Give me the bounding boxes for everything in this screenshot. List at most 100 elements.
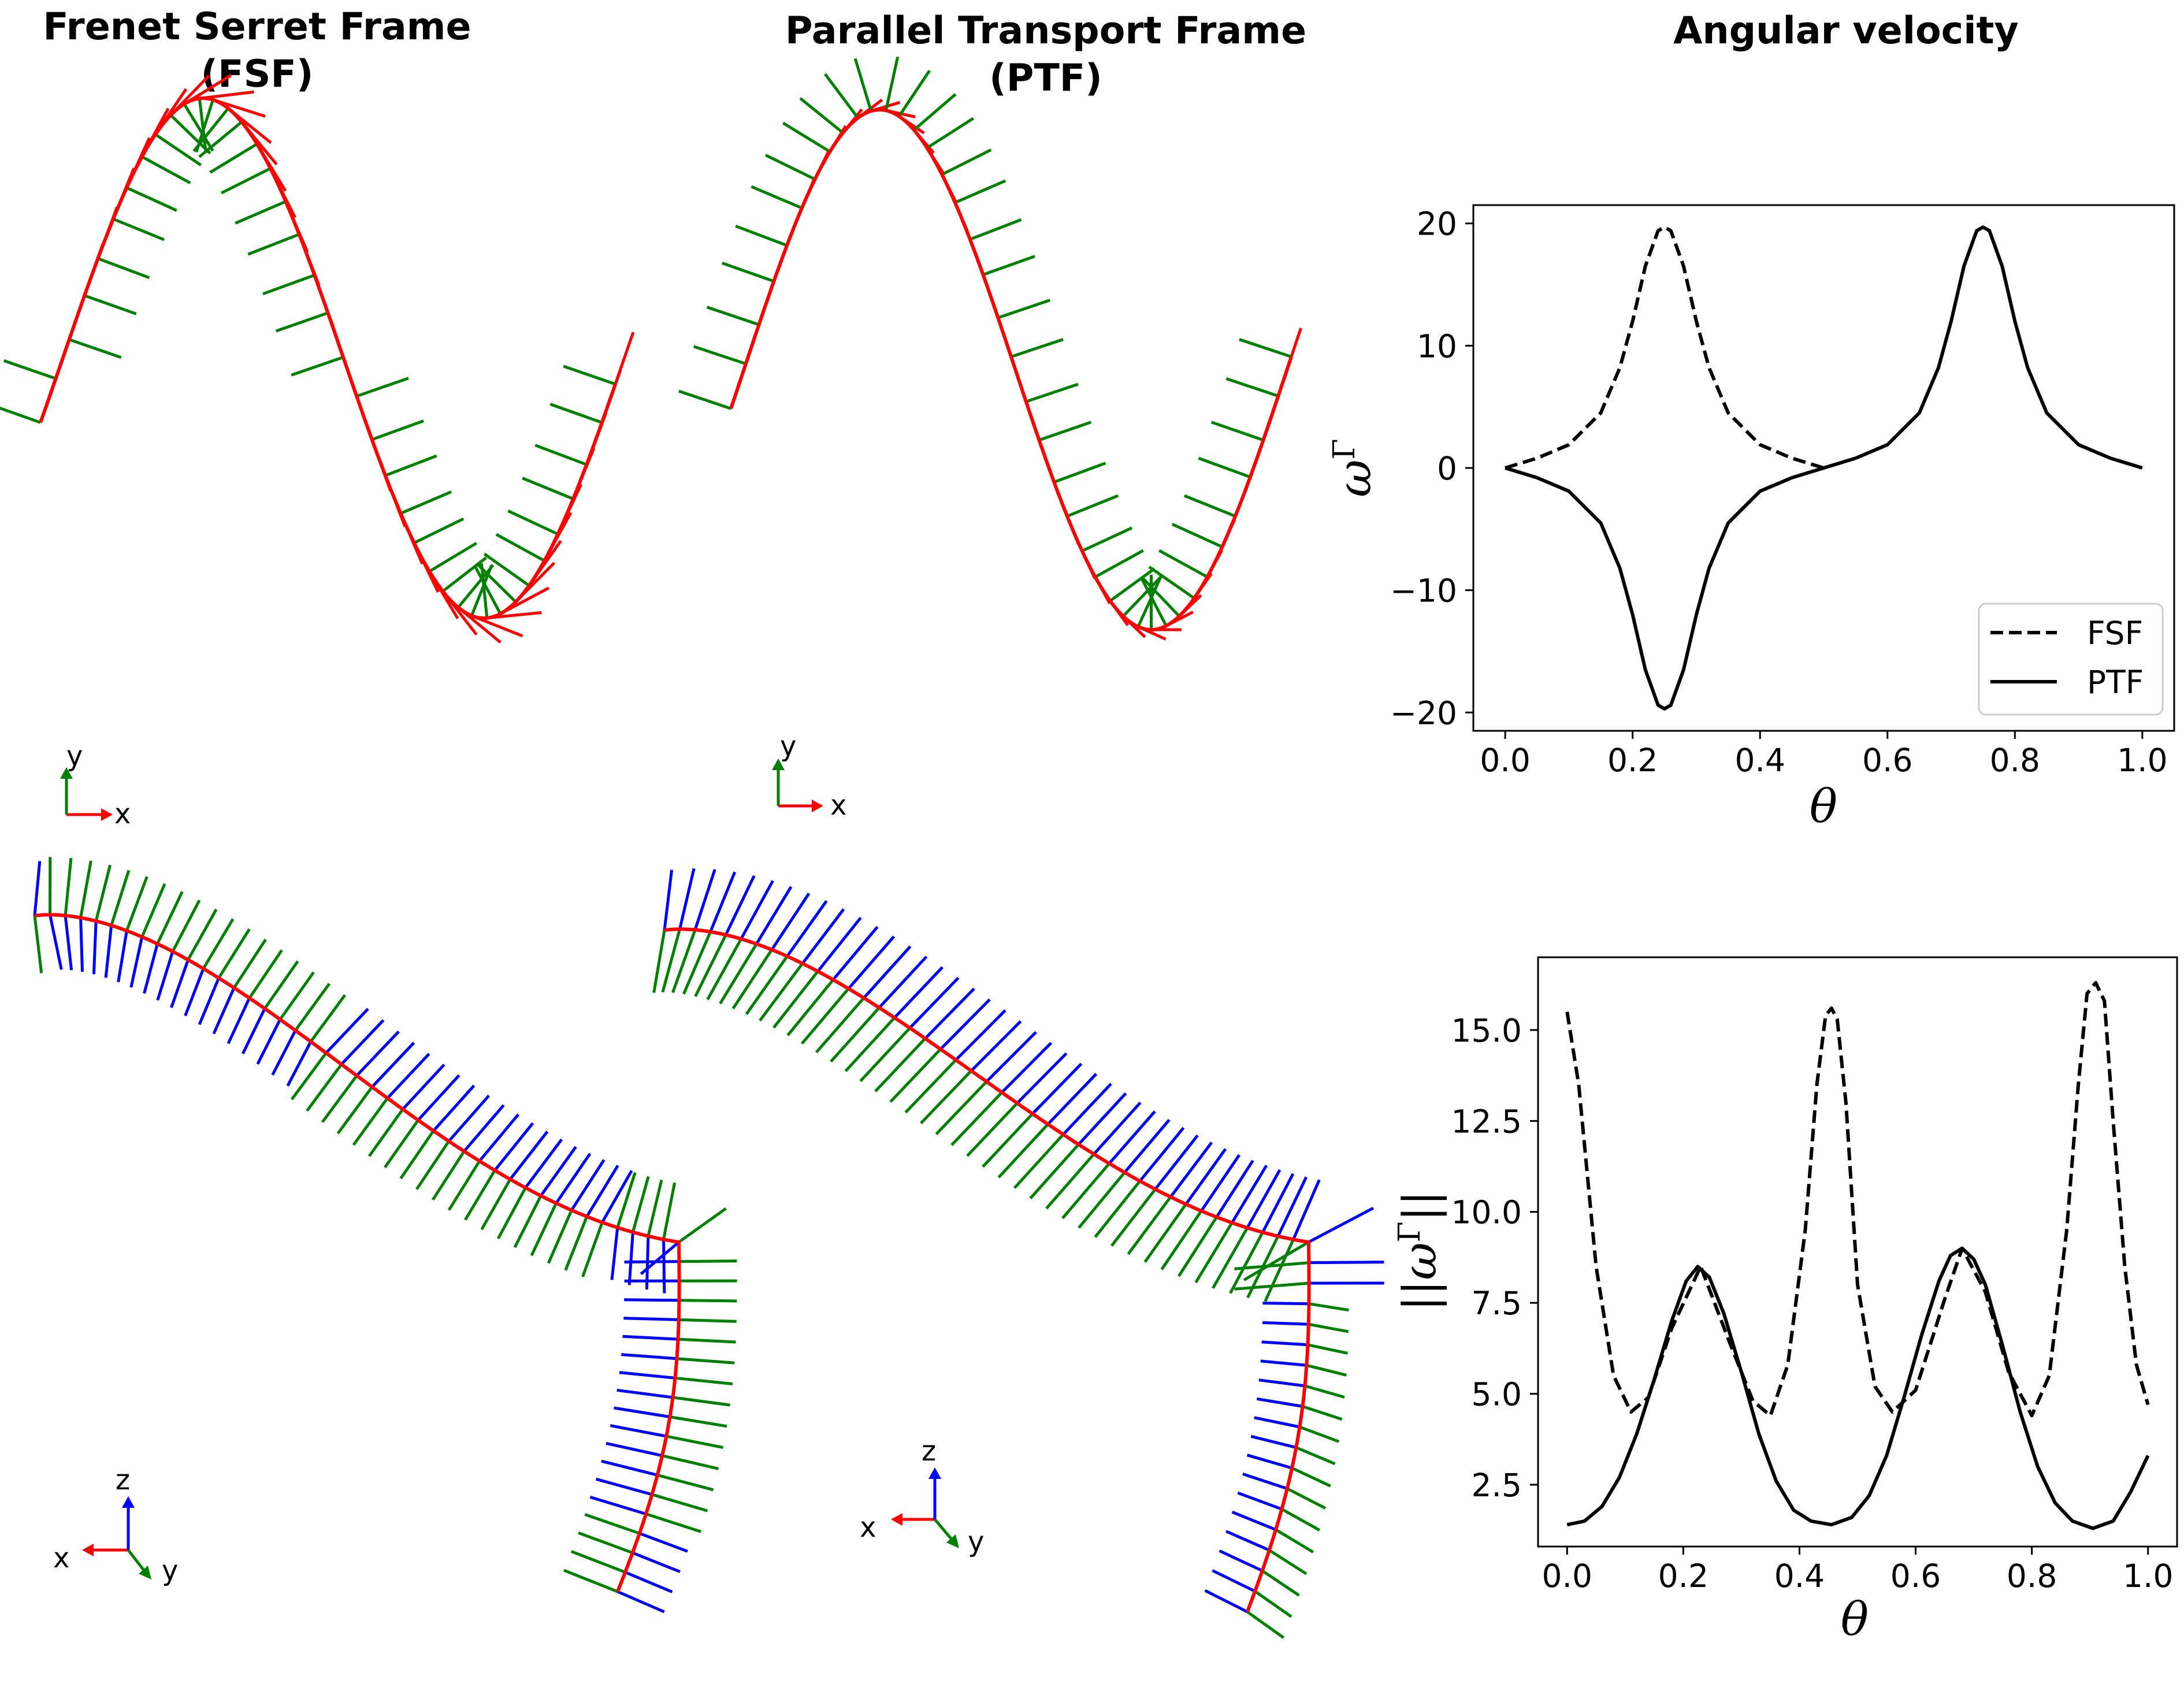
normal-vector bbox=[719, 943, 758, 1005]
chart2-y-tick-label: 7.5 bbox=[1472, 1285, 1522, 1322]
binormal-vector bbox=[1254, 1416, 1300, 1429]
legend-box bbox=[1978, 603, 2164, 716]
binormal-vector bbox=[595, 1477, 653, 1496]
normal-vector bbox=[645, 1512, 702, 1533]
curve bbox=[664, 927, 1311, 1613]
binormal-vector bbox=[878, 956, 928, 1009]
normal-vector bbox=[183, 103, 214, 152]
normal-vector bbox=[1110, 1188, 1157, 1247]
normal-vector bbox=[677, 1357, 735, 1365]
normal-vector bbox=[79, 860, 92, 918]
normal-vector bbox=[678, 1207, 727, 1244]
normal-vector bbox=[1094, 1180, 1141, 1238]
normal-vector bbox=[1109, 567, 1156, 603]
normal-vector bbox=[678, 1337, 736, 1344]
binormal-vector bbox=[1250, 1434, 1297, 1449]
normal-vector bbox=[1243, 1240, 1310, 1281]
binormal-vector bbox=[1225, 1530, 1270, 1552]
normal-vector bbox=[1246, 1610, 1285, 1639]
normal-vector bbox=[759, 962, 804, 1022]
normal-vector bbox=[772, 970, 819, 1029]
normal-vector bbox=[1045, 1153, 1095, 1210]
normal-vector bbox=[919, 1069, 972, 1125]
binormal-vector bbox=[622, 1335, 678, 1341]
binormal-vector bbox=[555, 1153, 592, 1205]
y-axis-label: ωΓ bbox=[1327, 438, 1381, 497]
binormal-vector bbox=[638, 1532, 688, 1553]
normal-vector bbox=[233, 938, 267, 989]
binormal-vector bbox=[386, 1053, 430, 1099]
binormal-vector bbox=[610, 1227, 619, 1280]
normal-vector bbox=[248, 949, 283, 999]
normal-vector bbox=[662, 1182, 677, 1240]
binormal-vector bbox=[786, 900, 828, 957]
binormal-vector bbox=[156, 951, 174, 1001]
chart2-y-tick-label: 15.0 bbox=[1451, 1012, 1522, 1049]
normal-vector bbox=[1229, 1231, 1264, 1294]
chart1-y-tick-label: −20 bbox=[1390, 694, 1457, 731]
chart1-x-tick-label: 0.6 bbox=[1862, 742, 1912, 779]
normal-vector bbox=[563, 365, 616, 386]
normal-vector bbox=[169, 114, 211, 155]
normal-vector bbox=[1148, 566, 1195, 600]
angular-velocity-chart: 0.0 0.2 0.4 0.6 0.8 1.0 −20 −10 0 10 20 θ ωΓ FSF P… bbox=[1327, 204, 2175, 833]
binormal-vector bbox=[256, 1019, 282, 1065]
binormal-vector bbox=[1139, 1127, 1185, 1182]
normal-vector bbox=[415, 1140, 450, 1190]
normal-vector bbox=[669, 1415, 727, 1428]
binormal-vector bbox=[198, 977, 220, 1025]
chart2-x-tick-label: 1.0 bbox=[2123, 1558, 2173, 1595]
normal-vector bbox=[198, 98, 207, 153]
binormal-vector bbox=[1276, 1176, 1308, 1237]
normal-vector bbox=[110, 869, 131, 926]
normal-vector bbox=[356, 377, 409, 398]
normal-vector bbox=[113, 217, 165, 241]
ptf-2d-x-label: x bbox=[830, 789, 846, 822]
binormal-vector bbox=[816, 917, 862, 972]
y-axis-label-superscript: Γ bbox=[1327, 438, 1362, 459]
normal-vector bbox=[97, 257, 150, 280]
binormal-vector bbox=[1062, 1083, 1112, 1136]
normal-vector bbox=[400, 490, 452, 515]
binormal-vector bbox=[340, 1019, 385, 1065]
normal-vector bbox=[154, 133, 202, 166]
normal-vector bbox=[926, 117, 974, 150]
normal-vector bbox=[682, 931, 712, 995]
normal-vector bbox=[1268, 1549, 1308, 1575]
binormal-vector bbox=[447, 1094, 491, 1143]
normal-vector bbox=[1127, 1196, 1172, 1255]
normal-vector bbox=[309, 994, 347, 1043]
chart1-x-tick-label: 0.4 bbox=[1734, 742, 1785, 779]
binormal-vector bbox=[64, 915, 73, 971]
x-axis-label: θ bbox=[1810, 779, 1837, 833]
normal-vector bbox=[84, 294, 137, 315]
normal-vector bbox=[694, 934, 727, 997]
normal-vector bbox=[662, 1454, 719, 1470]
normal-vector bbox=[889, 1048, 942, 1103]
normal-vector bbox=[1302, 1405, 1343, 1421]
normal-vector bbox=[3, 359, 57, 380]
binormal-vector bbox=[1262, 1302, 1309, 1306]
normal-vector bbox=[1304, 1384, 1345, 1399]
normal-vector bbox=[321, 1075, 358, 1123]
binormal-vector bbox=[1215, 1159, 1254, 1218]
normal-vector bbox=[352, 1097, 389, 1146]
normal-vector bbox=[564, 1216, 589, 1271]
binormal-vector bbox=[1219, 1549, 1263, 1573]
chart2-x-tick-label: 0.8 bbox=[2007, 1558, 2057, 1595]
binormal-vector bbox=[355, 1030, 400, 1077]
normal-vector bbox=[578, 1531, 633, 1555]
normal-vector bbox=[884, 56, 900, 111]
ptf-title-line2: (PTF) bbox=[989, 57, 1102, 100]
normal-vector bbox=[447, 1160, 481, 1211]
normal-vector bbox=[291, 356, 344, 377]
normal-vector bbox=[799, 97, 844, 134]
binormal-vector bbox=[143, 943, 159, 994]
binormal-vector bbox=[616, 1388, 673, 1399]
plot-area-frame-2 bbox=[1537, 956, 2178, 1548]
chart1-y-tick-label: 10 bbox=[1417, 328, 1457, 365]
binormal-vector bbox=[970, 1020, 1022, 1072]
normal-vector bbox=[385, 454, 437, 477]
curve bbox=[729, 108, 1293, 631]
normal-vector bbox=[1309, 1302, 1349, 1312]
